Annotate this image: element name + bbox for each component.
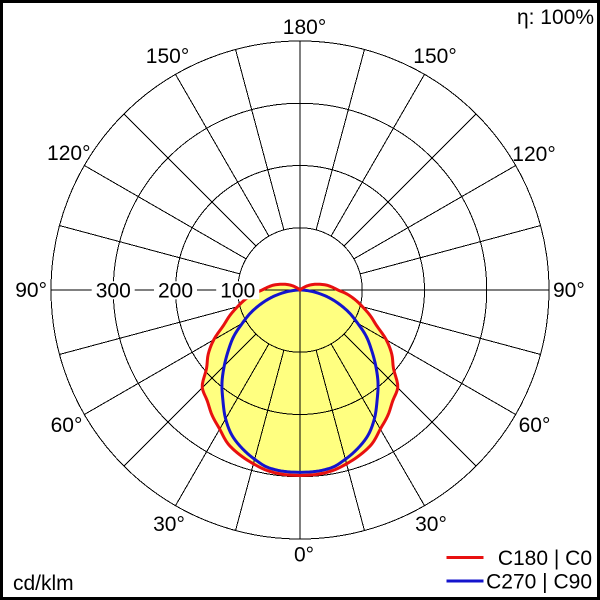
svg-text:cd/klm: cd/klm	[13, 572, 74, 595]
svg-text:150°: 150°	[146, 45, 189, 68]
svg-text:150°: 150°	[413, 45, 456, 68]
svg-text:90°: 90°	[15, 279, 47, 302]
svg-text:η: 100%: η: 100%	[517, 6, 594, 29]
svg-text:C180 | C0: C180 | C0	[498, 547, 592, 570]
svg-text:90°: 90°	[553, 279, 585, 302]
svg-text:120°: 120°	[47, 142, 90, 165]
svg-text:180°: 180°	[283, 16, 326, 39]
svg-text:0°: 0°	[294, 544, 314, 567]
svg-text:60°: 60°	[51, 414, 83, 437]
svg-text:200: 200	[158, 280, 193, 303]
svg-text:300: 300	[96, 280, 131, 303]
svg-text:30°: 30°	[153, 513, 185, 536]
svg-text:120°: 120°	[512, 143, 555, 166]
svg-text:30°: 30°	[415, 513, 447, 536]
svg-text:C270 | C90: C270 | C90	[486, 571, 592, 594]
svg-text:100: 100	[220, 280, 255, 303]
svg-text:60°: 60°	[519, 414, 551, 437]
